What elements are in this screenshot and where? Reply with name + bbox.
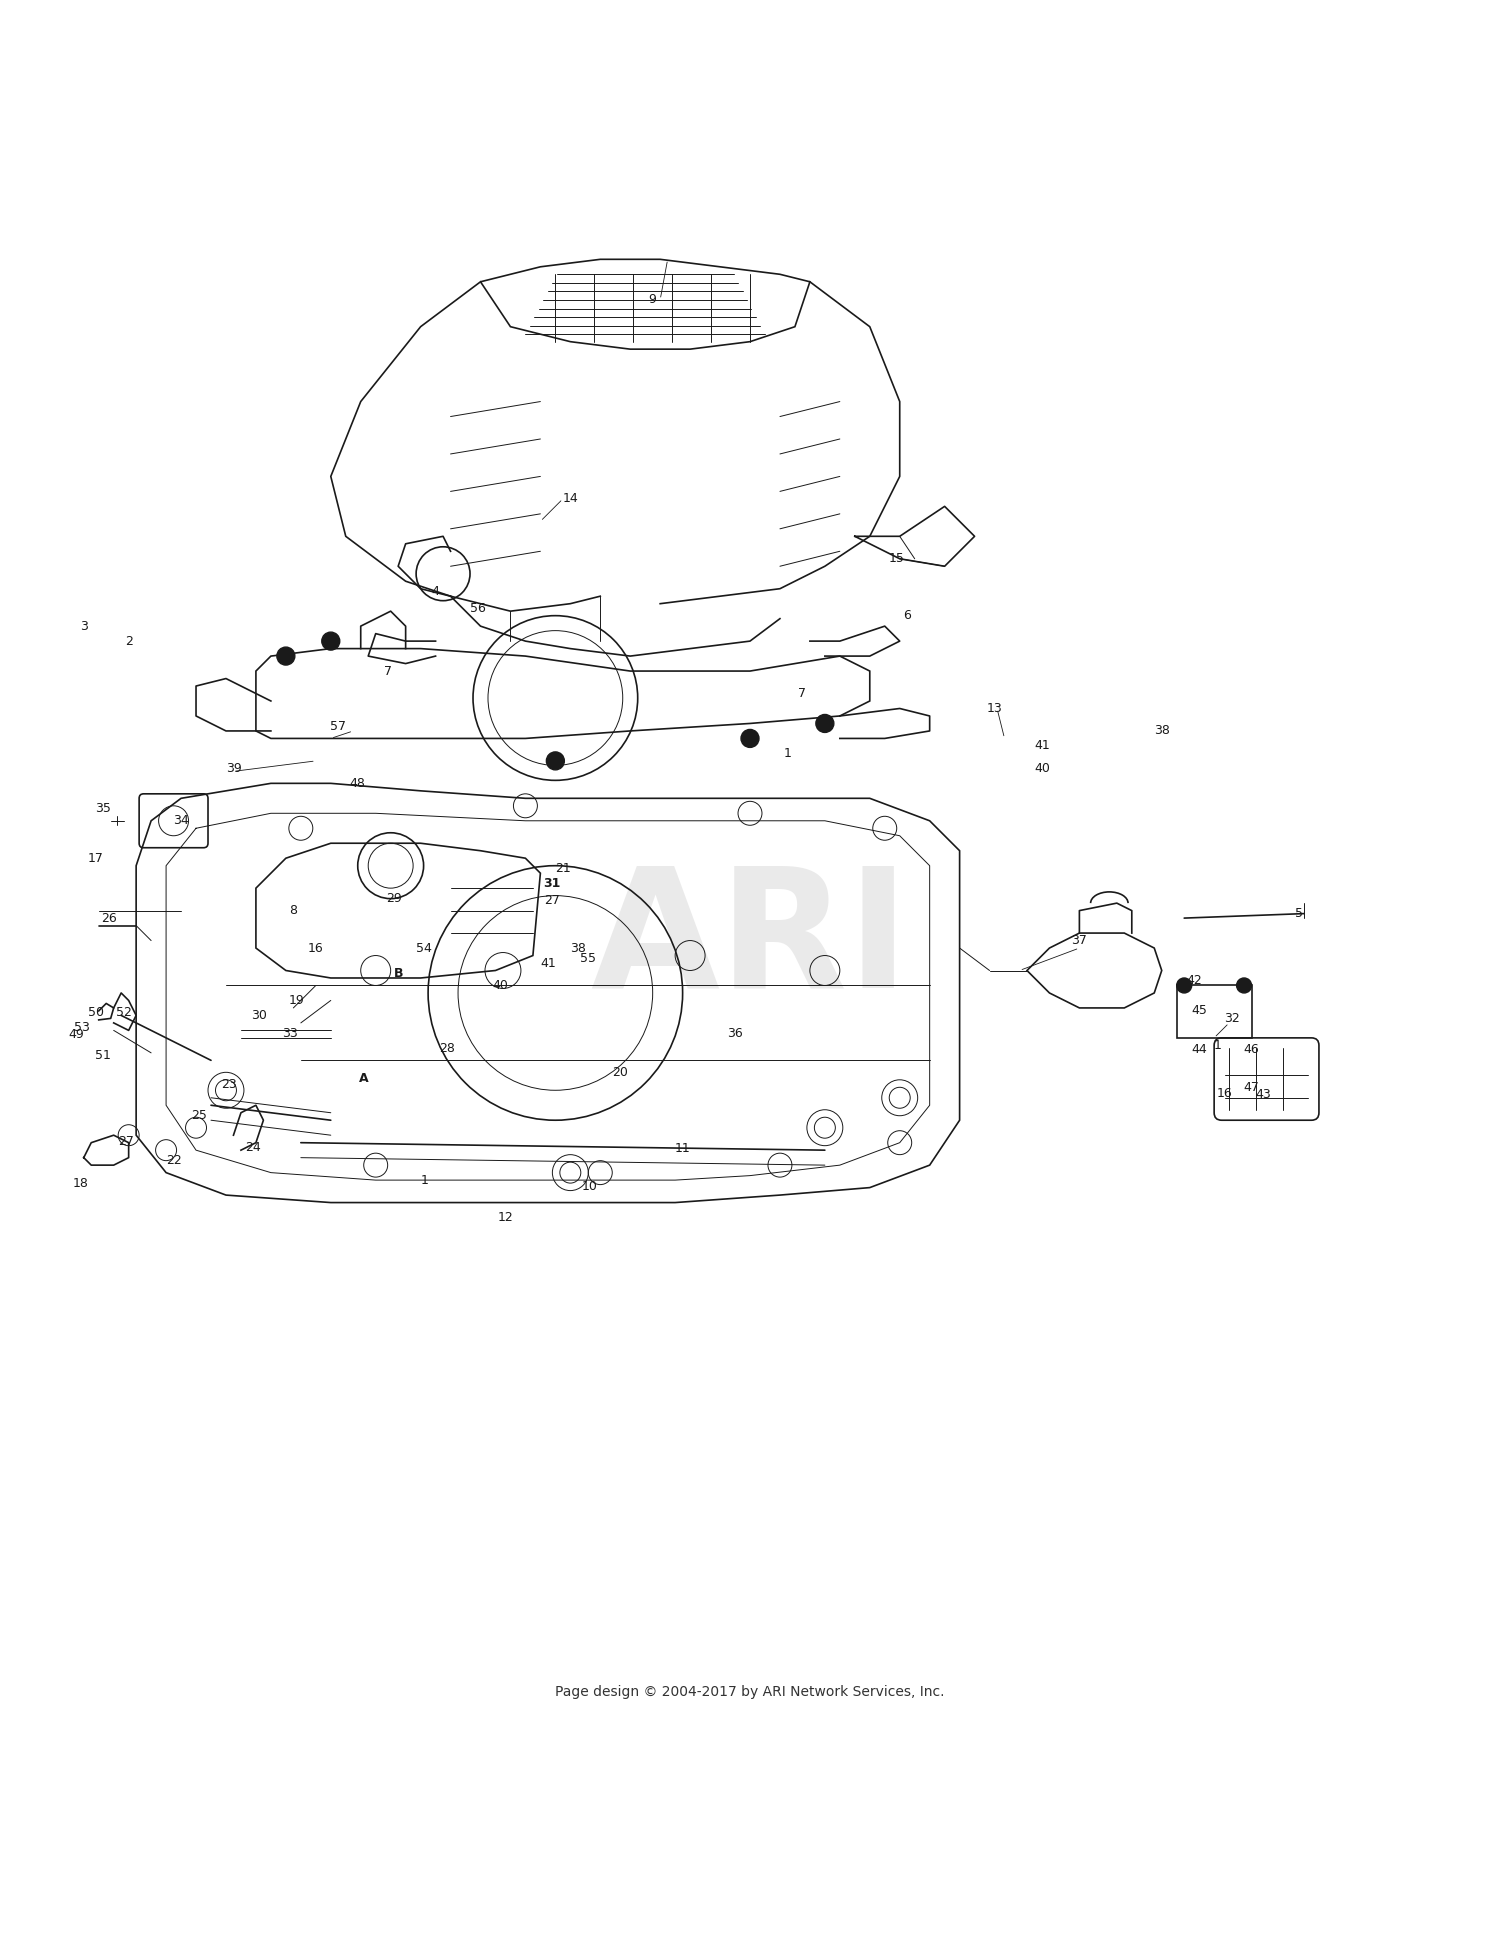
Circle shape — [1176, 978, 1191, 994]
Text: 23: 23 — [220, 1077, 237, 1091]
Text: 17: 17 — [88, 852, 104, 864]
Text: ARI: ARI — [591, 860, 909, 1023]
Text: 7: 7 — [798, 687, 807, 701]
Text: 30: 30 — [251, 1009, 267, 1021]
Text: 1: 1 — [1214, 1038, 1221, 1052]
Text: 54: 54 — [416, 941, 432, 955]
Text: 38: 38 — [1154, 724, 1170, 738]
Circle shape — [546, 751, 564, 771]
Text: 41: 41 — [540, 957, 555, 969]
Text: 10: 10 — [582, 1180, 597, 1192]
Text: 18: 18 — [74, 1176, 88, 1190]
Text: 11: 11 — [675, 1141, 690, 1155]
Bar — [1176, 986, 1251, 1038]
Circle shape — [322, 633, 340, 650]
Text: 13: 13 — [986, 703, 1002, 714]
Text: 25: 25 — [190, 1108, 207, 1122]
Text: 29: 29 — [386, 893, 402, 905]
Text: 42: 42 — [1186, 974, 1203, 988]
Text: 3: 3 — [80, 619, 87, 633]
Text: 8: 8 — [290, 905, 297, 916]
Circle shape — [216, 1079, 237, 1101]
Text: 56: 56 — [470, 602, 486, 615]
Text: A: A — [358, 1071, 369, 1085]
Circle shape — [278, 646, 296, 666]
Text: 33: 33 — [282, 1027, 298, 1040]
Text: 32: 32 — [1224, 1011, 1240, 1025]
Text: 20: 20 — [612, 1066, 627, 1079]
Text: 24: 24 — [244, 1141, 261, 1153]
Text: 49: 49 — [69, 1029, 84, 1042]
Text: 6: 6 — [903, 609, 910, 623]
Text: 52: 52 — [116, 1005, 132, 1019]
Text: 28: 28 — [440, 1042, 456, 1054]
Text: 9: 9 — [648, 293, 657, 307]
Text: 14: 14 — [562, 493, 578, 505]
Text: 27: 27 — [117, 1135, 134, 1147]
Text: 16: 16 — [1216, 1087, 1233, 1101]
Text: 21: 21 — [555, 862, 570, 875]
Text: 51: 51 — [96, 1050, 111, 1062]
Text: 41: 41 — [1034, 740, 1050, 753]
Text: 31: 31 — [543, 877, 561, 891]
Text: 7: 7 — [384, 664, 392, 677]
Text: 27: 27 — [544, 893, 561, 906]
Text: 1: 1 — [422, 1174, 429, 1186]
Text: Page design © 2004-2017 by ARI Network Services, Inc.: Page design © 2004-2017 by ARI Network S… — [555, 1685, 945, 1698]
Text: 15: 15 — [890, 553, 904, 565]
Text: 45: 45 — [1191, 1003, 1208, 1017]
Text: 37: 37 — [1071, 934, 1088, 947]
Text: 40: 40 — [1034, 763, 1050, 774]
Text: 19: 19 — [288, 994, 304, 1007]
Circle shape — [816, 714, 834, 732]
Text: 16: 16 — [308, 941, 324, 955]
Text: 22: 22 — [165, 1155, 182, 1167]
Text: 4: 4 — [432, 584, 439, 598]
Text: 50: 50 — [87, 1005, 104, 1019]
Text: 53: 53 — [75, 1021, 90, 1035]
Text: 34: 34 — [172, 815, 189, 827]
Circle shape — [815, 1118, 836, 1137]
Text: 48: 48 — [350, 776, 366, 790]
Circle shape — [890, 1087, 910, 1108]
Text: 43: 43 — [1256, 1089, 1272, 1101]
Text: 12: 12 — [498, 1211, 514, 1225]
Text: 46: 46 — [1244, 1044, 1260, 1056]
Text: 26: 26 — [102, 912, 117, 924]
Text: 57: 57 — [330, 720, 346, 734]
Text: 1: 1 — [783, 747, 792, 761]
Text: 5: 5 — [1296, 906, 1304, 920]
Circle shape — [741, 730, 759, 747]
Text: B: B — [393, 967, 404, 980]
Text: 38: 38 — [570, 941, 586, 955]
Text: 35: 35 — [96, 802, 111, 815]
Circle shape — [560, 1163, 580, 1184]
Text: 36: 36 — [728, 1027, 742, 1040]
Circle shape — [1236, 978, 1251, 994]
Text: 40: 40 — [492, 978, 508, 992]
Text: 55: 55 — [580, 951, 597, 965]
Text: 47: 47 — [1244, 1081, 1260, 1095]
Text: 2: 2 — [124, 635, 132, 648]
Text: 44: 44 — [1191, 1044, 1208, 1056]
Text: 39: 39 — [225, 763, 242, 774]
